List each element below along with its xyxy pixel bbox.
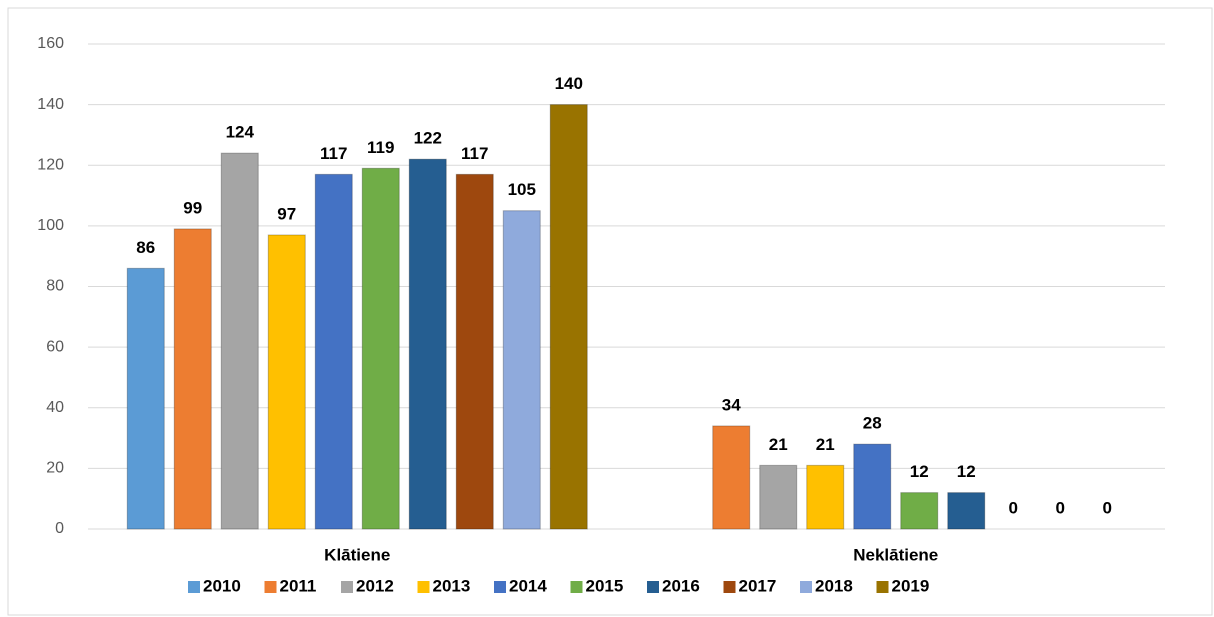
data-label: 117 xyxy=(320,144,347,163)
bar xyxy=(712,425,751,530)
legend-swatch xyxy=(417,581,430,593)
legend-swatch xyxy=(800,581,812,593)
bar xyxy=(502,210,541,530)
bar xyxy=(408,158,447,530)
y-tick-label: 20 xyxy=(46,460,64,477)
legend-swatch xyxy=(723,581,736,593)
y-tick-label: 60 xyxy=(46,338,64,355)
data-label: 117 xyxy=(461,144,488,163)
data-label: 0 xyxy=(1056,498,1065,517)
data-label: 12 xyxy=(910,462,929,481)
legend-swatch xyxy=(188,581,200,593)
legend-swatch xyxy=(341,581,353,593)
bar xyxy=(853,443,892,530)
data-label: 0 xyxy=(1103,498,1112,517)
legend-swatch xyxy=(264,581,277,593)
legend-swatch xyxy=(570,581,583,593)
legend-swatch xyxy=(876,581,889,593)
bar xyxy=(173,228,212,530)
legend-label: 2019 xyxy=(892,576,930,595)
data-label: 122 xyxy=(414,129,442,148)
data-label: 97 xyxy=(277,204,296,223)
legend-label: 2010 xyxy=(203,576,241,595)
legend-label: 2012 xyxy=(356,576,394,595)
bar xyxy=(455,173,494,530)
legend-swatch xyxy=(647,581,659,593)
bar xyxy=(947,492,986,530)
bar xyxy=(267,234,306,530)
legend-label: 2015 xyxy=(586,576,624,595)
bar xyxy=(126,267,165,530)
legend-label: 2011 xyxy=(280,576,317,595)
legend-label: 2017 xyxy=(739,576,777,595)
legend-label: 2018 xyxy=(815,576,853,595)
data-label: 86 xyxy=(136,238,155,257)
data-label: 21 xyxy=(769,435,788,454)
bar xyxy=(759,464,798,530)
legend-label: 2013 xyxy=(433,576,471,595)
data-label: 34 xyxy=(722,395,741,414)
data-label: 124 xyxy=(226,123,255,142)
data-label: 0 xyxy=(1009,498,1018,517)
bar xyxy=(314,173,353,530)
data-label: 99 xyxy=(183,198,202,217)
y-tick-label: 40 xyxy=(46,399,64,416)
x-tick-label: Neklātiene xyxy=(853,545,938,564)
data-label: 105 xyxy=(508,180,536,199)
data-label: 12 xyxy=(957,462,976,481)
y-tick-label: 120 xyxy=(37,156,64,173)
bar xyxy=(220,152,259,530)
data-label: 21 xyxy=(816,435,835,454)
y-tick-label: 140 xyxy=(37,96,64,113)
bar xyxy=(806,464,845,530)
legend-label: 2014 xyxy=(509,576,547,595)
legend-swatch xyxy=(494,581,506,593)
data-label: 140 xyxy=(555,74,583,93)
y-tick-label: 80 xyxy=(46,278,64,295)
x-tick-label: Klātiene xyxy=(324,545,390,564)
y-tick-label: 0 xyxy=(55,520,64,537)
bar xyxy=(361,167,400,530)
y-tick-label: 100 xyxy=(37,217,64,234)
data-label: 119 xyxy=(367,138,394,157)
data-label: 28 xyxy=(863,414,882,433)
legend-label: 2016 xyxy=(662,576,700,595)
bar xyxy=(900,492,939,530)
y-tick-label: 160 xyxy=(37,35,64,52)
bar xyxy=(549,104,588,530)
